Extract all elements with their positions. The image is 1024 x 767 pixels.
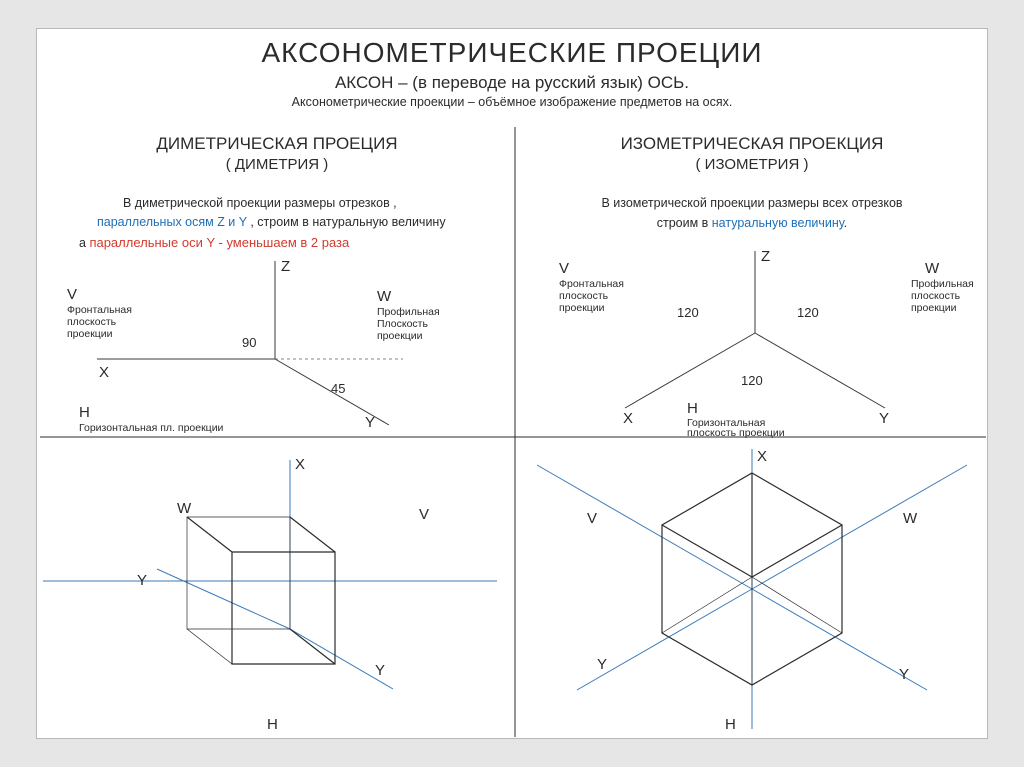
ang-120-l: 120 — [677, 305, 699, 320]
isometric-cube — [662, 473, 842, 685]
iz-y — [755, 333, 885, 408]
ang-120-b: 120 — [741, 373, 763, 388]
iz-z-label: Z — [761, 248, 770, 265]
iz-x-label: X — [623, 410, 633, 427]
bl-y-right — [290, 629, 393, 689]
bl-v-lbl: V — [419, 506, 429, 523]
iz-w2: плоскость — [911, 290, 961, 302]
diagram-sheet: АКСОНОМЕТРИЧЕСКИЕ ПРОЕЦИИ АКСОН – (в пер… — [36, 28, 988, 739]
bl-y-lbl-l: Y — [137, 572, 147, 589]
iz-v2: плоскость — [559, 290, 609, 302]
br-left-up — [537, 465, 752, 589]
iz-x — [625, 333, 755, 408]
h-l: Горизонтальная пл. проекции — [79, 422, 224, 434]
isometric-axes: Z X Y 120 120 120 V Фронтальная плоскост… — [559, 248, 974, 439]
w-l3: проекции — [377, 330, 423, 342]
isometric-desc2: строим в натуральную величину. — [657, 216, 848, 230]
v-l1: Фронтальная — [67, 304, 132, 316]
isometric-desc1: В изометрической проекции размеры всех о… — [601, 196, 902, 210]
br-v-lbl: V — [587, 510, 597, 527]
isometric-title: ИЗОМЕТРИЧЕСКАЯ ПРОЕКЦИЯ — [621, 134, 884, 153]
br-left-dn — [577, 589, 752, 690]
iz-v1: Фронтальная — [559, 278, 624, 290]
iz-v3: проекции — [559, 302, 605, 314]
br-h-lbl: H — [725, 716, 736, 733]
ang-120-r: 120 — [797, 305, 819, 320]
isometric-title2: ( ИЗОМЕТРИЯ ) — [696, 156, 809, 173]
w-plane: W — [377, 288, 392, 305]
dimetric-title2: ( ДИМЕТРИЯ ) — [226, 156, 329, 173]
isometric-panel: ИЗОМЕТРИЧЕСКАЯ ПРОЕКЦИЯ ( ИЗОМЕТРИЯ ) В … — [559, 134, 974, 439]
iz-h2: плоскость проекции — [687, 427, 785, 439]
angle-90: 90 — [242, 335, 256, 350]
bl-h-lbl: H — [267, 716, 278, 733]
dimetric-desc2: параллельных осям Z и Y , строим в натур… — [97, 215, 446, 229]
dimetric-desc1: В диметрической проекции размеры отрезко… — [123, 196, 397, 210]
diagram-svg: ДИМЕТРИЧЕСКАЯ ПРОЕЦИЯ ( ДИМЕТРИЯ ) В дим… — [37, 29, 989, 740]
dimetric-axes: Z X Y 90 45 V Фронтальная плоскость прое… — [67, 258, 440, 434]
z-label: Z — [281, 258, 290, 275]
h-plane: H — [79, 404, 90, 421]
bl-y-lbl-r: Y — [375, 662, 385, 679]
iz-v: V — [559, 260, 569, 277]
y-label: Y — [365, 414, 375, 431]
v-l3: проекции — [67, 328, 113, 340]
iz-y-label: Y — [879, 410, 889, 427]
x-label: X — [99, 364, 109, 381]
w-l1: Профильная — [377, 306, 440, 318]
br-right-up — [752, 465, 967, 589]
v-l2: плоскость — [67, 316, 117, 328]
iz-w: W — [925, 260, 940, 277]
iz-h: H — [687, 400, 698, 417]
bl-y-left — [157, 569, 290, 629]
br-y-lbl-l: Y — [597, 656, 607, 673]
dimetric-title: ДИМЕТРИЧЕСКАЯ ПРОЕЦИЯ — [156, 134, 397, 153]
iz-w1: Профильная — [911, 278, 974, 290]
bl-x-lbl: X — [295, 456, 305, 473]
br-w-lbl: W — [903, 510, 918, 527]
w-l2: Плоскость — [377, 318, 428, 330]
iz-w3: проекции — [911, 302, 957, 314]
bl-w-lbl: W — [177, 500, 192, 517]
dimetric-cube-panel: X Y Y W V H — [43, 456, 497, 733]
br-y-lbl-r: Y — [899, 666, 909, 683]
dimetric-panel: ДИМЕТРИЧЕСКАЯ ПРОЕЦИЯ ( ДИМЕТРИЯ ) В дим… — [67, 134, 446, 434]
br-x-lbl: X — [757, 448, 767, 465]
v-plane: V — [67, 286, 77, 303]
angle-45: 45 — [331, 381, 345, 396]
isometric-cube-panel: X V W Y Y H — [537, 448, 967, 733]
dimetric-desc3: а параллельные оси Y - уменьшаем в 2 раз… — [79, 235, 350, 250]
